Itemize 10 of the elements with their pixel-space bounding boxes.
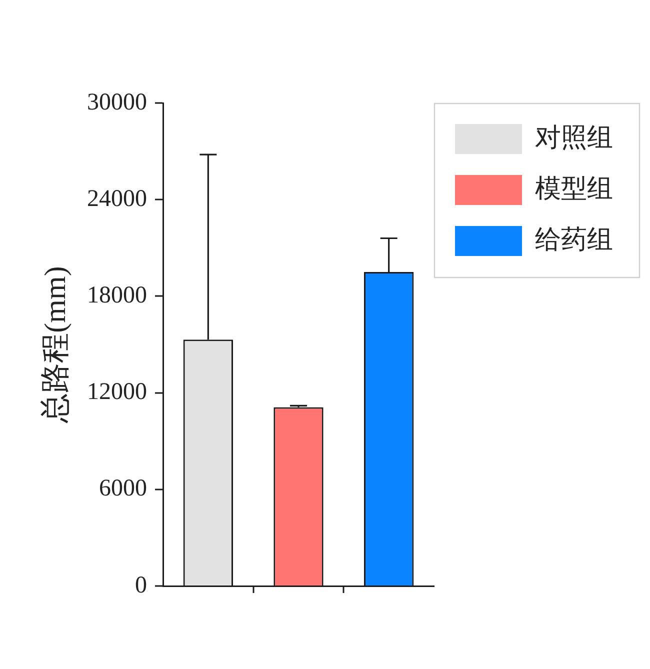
y-tick-label: 24000 [87,186,147,212]
legend-label: 对照组 [535,122,613,153]
legend-label: 给药组 [535,224,613,255]
y-axis-title: 总路程(mm) [38,266,72,424]
y-tick-label: 30000 [87,89,147,116]
y-tick-label: 12000 [87,379,147,406]
y-tick-label: 18000 [87,282,147,308]
y-tick-label: 6000 [99,476,147,502]
legend-label: 模型组 [535,174,613,204]
y-tick-label: 0 [135,572,147,598]
